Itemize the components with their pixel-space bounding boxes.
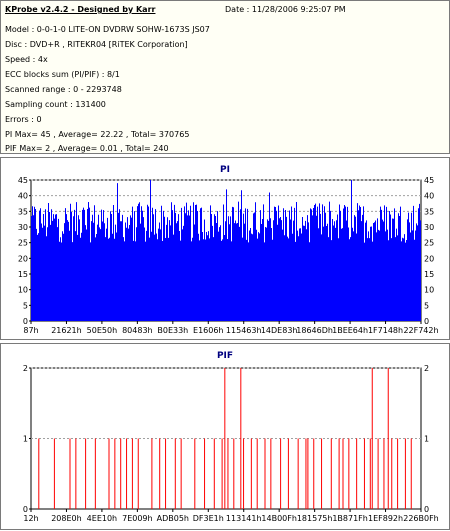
pif-xtick-label: 1EF892h [368,514,403,523]
pi-ytick-left: 25 [18,239,28,248]
info-disc: Disc : DVD+R , RITEKR04 [RiTEK Corporati… [5,40,188,49]
pi-ytick-left: 0 [23,317,28,326]
pi-ytick-left: 40 [18,192,28,201]
pi-ytick-right: 20 [424,254,434,263]
pif-xtick-label: 4EE10h [87,514,117,523]
pi-ytick-right: 45 [424,176,434,185]
pi-ytick-right: 35 [424,207,434,216]
pi-chart: PI 0 5 10 15 20 25 30 35 40 45 0 5 10 15 20 25 30 35 40 45… [18,165,439,335]
pif-ytick-left: 0 [23,505,28,514]
pif-xtick-label: 7E009h [122,514,152,523]
pif-chart-panel: PIF 0 1 2 0 1 2 12h 208E0h 4EE10h 7E009h ADB05h D… [0,343,450,530]
pif-xtick-label: 226B0Fh [403,514,439,523]
info-speed: Speed : 4x [5,55,48,64]
pi-xtick-label: 14DE83h [261,326,298,335]
pif-ytick-right: 1 [424,435,429,444]
pif-xtick-label: 181575h [297,514,333,523]
pi-ytick-right: 5 [424,301,429,310]
pif-ytick-left: 1 [23,435,28,444]
pi-ytick-left: 10 [18,286,28,295]
pif-chart: PIF 0 1 2 0 1 2 12h 208E0h 4EE10h 7E009h ADB05h D… [23,351,439,523]
pi-ytick-right: 30 [424,223,434,232]
scan-date: Date : 11/28/2006 9:25:07 PM [225,5,346,14]
pi-xtick-label: 50E50h [87,326,117,335]
info-ecc: ECC blocks sum (PI/PIF) : 8/1 [5,70,120,79]
pi-xtick-label: 22F742h [403,326,438,335]
info-panel: KProbe v2.4.2 - Designed by Karr Date : … [0,0,450,154]
pi-xtick-label: 21621h [51,326,82,335]
info-pi-stats: PI Max= 45 , Average= 22.22 , Total= 370… [5,130,190,139]
pif-xtick-label: 12h [23,514,38,523]
pi-ytick-left: 5 [23,301,28,310]
pif-ytick-right: 0 [424,505,429,514]
pi-ytick-left: 35 [18,207,28,216]
info-sampling: Sampling count : 131400 [5,100,106,109]
info-errors: Errors : 0 [5,115,42,124]
pif-chart-title: PIF [217,351,233,361]
info-pif-stats: PIF Max= 2 , Average= 0.01 , Total= 240 [5,144,169,153]
info-range: Scanned range : 0 - 2293748 [5,85,122,94]
pi-xtick-label: 87h [23,326,38,335]
pi-xtick-label: 115463h [226,326,262,335]
pif-xtick-label: 1B871Fh [332,514,368,523]
pi-chart-panel: PI 0 5 10 15 20 25 30 35 40 45 0 5 10 15 20 25 30 35 40 45… [0,157,450,340]
pi-chart-title: PI [220,165,230,175]
pi-ytick-right: 10 [424,286,434,295]
pi-ytick-left: 45 [18,176,28,185]
pi-ytick-left: 20 [18,254,28,263]
pif-xtick-label: 208E0h [51,514,81,523]
pif-ytick-right: 2 [424,364,429,373]
pi-ytick-right: 25 [424,239,434,248]
pif-xtick-label: 113141h [226,514,262,523]
pi-ytick-right: 40 [424,192,434,201]
pi-xtick-label: 1BEE64h [332,326,368,335]
pi-xtick-label: E1606h [193,326,223,335]
pif-xtick-label: ADB05h [157,514,189,523]
pi-xtick-label: 18646Dh [296,326,333,335]
pi-ytick-left: 15 [18,270,28,279]
pi-xtick-label: B0E33h [157,326,188,335]
pif-xtick-label: 14B00Fh [261,514,297,523]
pif-xtick-label: DF3E1h [193,514,224,523]
pi-xtick-label: 80483h [122,326,153,335]
pif-ytick-left: 2 [23,364,28,373]
pi-ytick-right: 0 [424,317,429,326]
pi-xtick-label: 1F7148h [368,326,403,335]
pi-ytick-right: 15 [424,270,434,279]
app-title: KProbe v2.4.2 - Designed by Karr [5,5,156,14]
pi-ytick-left: 30 [18,223,28,232]
pif-plot-area [30,367,422,510]
info-model: Model : 0-0-1-0 LITE-ON DVDRW SOHW-1673S… [5,25,210,34]
